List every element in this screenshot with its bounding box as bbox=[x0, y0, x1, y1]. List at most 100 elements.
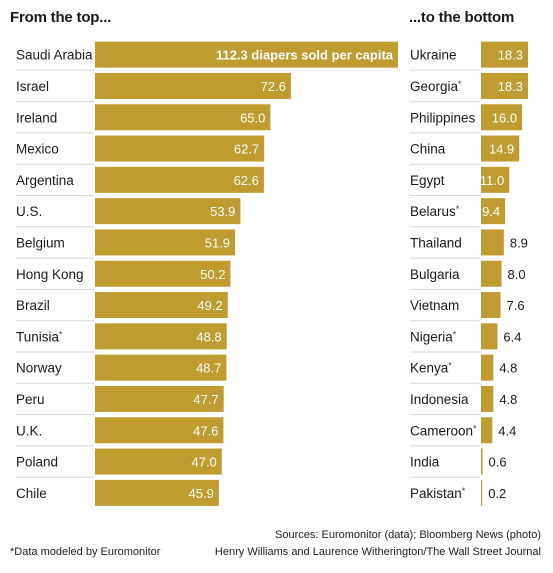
bar-row: China 14.9 bbox=[410, 135, 520, 165]
bar-row: Thailand 8.9 bbox=[410, 229, 528, 259]
bar bbox=[481, 135, 520, 162]
bar bbox=[481, 166, 510, 193]
value-label: 16.0 bbox=[492, 110, 517, 125]
value-label: 8.9 bbox=[510, 235, 528, 250]
value-label: 51.9 bbox=[205, 235, 230, 250]
value-label: 9.4 bbox=[482, 204, 500, 219]
value-label: 47.7 bbox=[193, 392, 218, 407]
bar bbox=[95, 72, 291, 99]
bar-row: Argentina 62.6 bbox=[16, 166, 264, 196]
bar bbox=[481, 72, 528, 99]
value-label: 4.8 bbox=[499, 392, 517, 407]
value-label: 50.2 bbox=[200, 267, 225, 282]
bar bbox=[95, 260, 231, 287]
value-label: 6.4 bbox=[503, 329, 521, 344]
bar-row: Hong Kong 50.2 bbox=[16, 260, 231, 290]
value-label: 4.4 bbox=[498, 423, 516, 438]
bar-row: Peru 47.7 bbox=[16, 385, 224, 416]
bar bbox=[481, 198, 506, 225]
category-label: Indonesia bbox=[410, 392, 469, 407]
value-label: 47.6 bbox=[193, 423, 218, 438]
bar bbox=[95, 166, 264, 193]
value-label: 53.9 bbox=[210, 204, 235, 219]
bar-row: Ukraine 18.3 bbox=[410, 41, 528, 71]
bar bbox=[95, 385, 224, 412]
bar bbox=[481, 292, 501, 319]
bar-row: Norway 48.7 bbox=[16, 354, 227, 384]
bar-row: Bulgaria 8.0 bbox=[410, 260, 526, 290]
category-label: Georgia* bbox=[410, 79, 462, 94]
top-panel: Saudi Arabia 112.3 diapers sold per capit… bbox=[16, 41, 398, 506]
value-label: 8.0 bbox=[508, 267, 526, 282]
bar bbox=[95, 417, 224, 444]
bar-row: Vietnam 7.6 bbox=[410, 292, 525, 322]
bar bbox=[95, 104, 271, 131]
bar-row: U.K. 47.6 bbox=[16, 417, 224, 447]
category-label: Norway bbox=[16, 361, 62, 376]
bar bbox=[95, 198, 241, 225]
value-label: 4.8 bbox=[499, 361, 517, 376]
category-label: Ireland bbox=[16, 110, 57, 125]
category-label: U.S. bbox=[16, 204, 42, 219]
value-label: 7.6 bbox=[507, 298, 525, 313]
bar bbox=[481, 448, 483, 475]
category-label: Vietnam bbox=[410, 298, 459, 313]
category-label: India bbox=[410, 455, 440, 470]
modeled-asterisk: * bbox=[448, 361, 452, 371]
bar bbox=[95, 292, 228, 319]
value-label: 112.3 diapers sold per capita bbox=[216, 48, 394, 63]
category-label: Argentina bbox=[16, 173, 74, 188]
category-label: Nigeria* bbox=[410, 329, 457, 344]
bar-row: Belarus* 9.4 bbox=[410, 198, 506, 228]
category-label: Saudi Arabia bbox=[16, 48, 93, 63]
bar-row: Philippines 16.0 bbox=[410, 104, 523, 134]
category-label: Philippines bbox=[410, 110, 476, 125]
value-label: 18.3 bbox=[498, 48, 523, 63]
category-label: Cameroon* bbox=[410, 423, 477, 438]
bar bbox=[481, 354, 494, 381]
modeled-asterisk: * bbox=[462, 486, 466, 496]
value-label: 48.7 bbox=[196, 361, 221, 376]
bar-row: Tunisia* 48.8 bbox=[16, 323, 227, 353]
bar bbox=[95, 323, 227, 350]
bar bbox=[481, 260, 502, 287]
category-label: U.K. bbox=[16, 423, 42, 438]
value-label: 47.0 bbox=[191, 455, 216, 470]
category-label: Israel bbox=[16, 79, 49, 94]
value-label: 62.6 bbox=[234, 173, 259, 188]
category-label: Mexico bbox=[16, 142, 59, 157]
bar bbox=[481, 323, 498, 350]
bar-row: Belgium 51.9 bbox=[16, 229, 236, 259]
category-label: Egypt bbox=[410, 173, 445, 188]
bar bbox=[481, 417, 493, 444]
category-label: Poland bbox=[16, 455, 58, 470]
bar bbox=[95, 135, 265, 162]
modeled-asterisk: * bbox=[473, 423, 477, 433]
modeled-asterisk: * bbox=[458, 79, 462, 89]
value-label: 65.0 bbox=[240, 110, 265, 125]
bottom-panel: Ukraine 18.3 Georgia* 18.3 Philippines 16.0 Ch… bbox=[410, 41, 528, 506]
value-label: 11.0 bbox=[480, 173, 504, 188]
value-label: 62.7 bbox=[234, 142, 259, 157]
modeled-footnote: *Data modeled by Euromonitor bbox=[10, 546, 161, 558]
bar-row: Mexico 62.7 bbox=[16, 135, 265, 165]
bar-row: Brazil 49.2 bbox=[16, 292, 228, 322]
bar-row: Kenya* 4.8 bbox=[410, 354, 517, 384]
bar bbox=[95, 229, 236, 256]
bar bbox=[95, 479, 219, 506]
bar-row: Egypt 11.0 bbox=[410, 166, 510, 196]
bar bbox=[95, 354, 227, 381]
value-label: 45.9 bbox=[189, 486, 214, 501]
bar-row: Pakistan* 0.2 bbox=[410, 479, 506, 506]
bar-row: Ireland 65.0 bbox=[16, 104, 271, 134]
value-label: 48.8 bbox=[196, 329, 221, 344]
bar-row: Saudi Arabia 112.3 diapers sold per capit… bbox=[16, 41, 398, 71]
bar bbox=[481, 104, 523, 131]
category-label: Belgium bbox=[16, 235, 65, 250]
bar-row: India 0.6 bbox=[410, 448, 507, 478]
value-label: 49.2 bbox=[197, 298, 222, 313]
category-label: Peru bbox=[16, 392, 45, 407]
category-label: Brazil bbox=[16, 298, 50, 313]
modeled-asterisk: * bbox=[456, 204, 460, 214]
modeled-asterisk: * bbox=[59, 329, 63, 339]
